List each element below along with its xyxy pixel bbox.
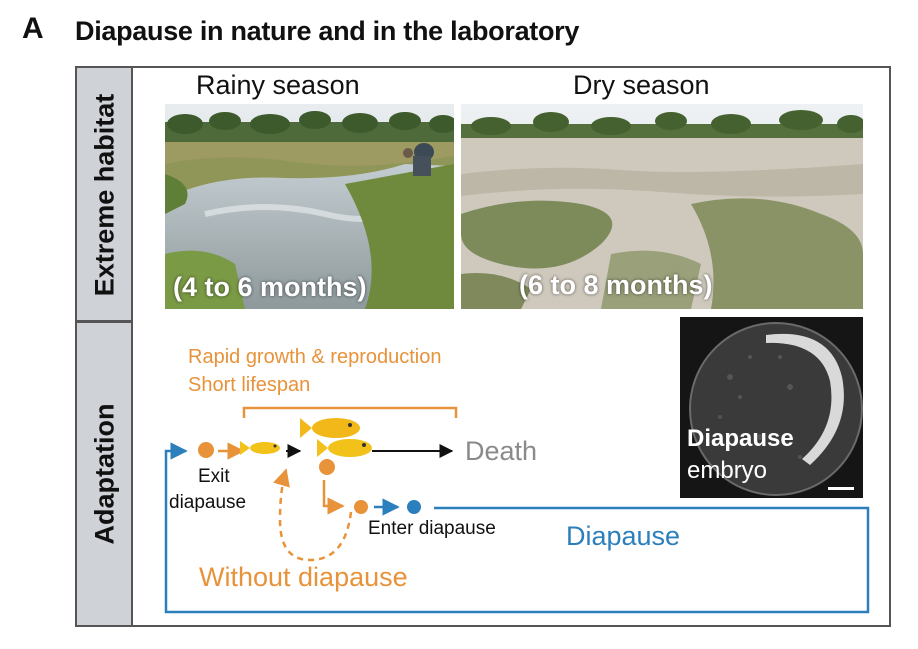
- dry-season-title: Dry season: [573, 70, 710, 100]
- rainy-season-photo: (4 to 6 months): [165, 104, 454, 309]
- figure-frame: [75, 66, 891, 627]
- growth-text-line1: Rapid growth & reproduction: [188, 346, 442, 368]
- dry-season-duration: (6 to 8 months): [519, 270, 713, 300]
- growth-bracket: [242, 406, 458, 418]
- scale-bar: [828, 487, 854, 490]
- rainy-pond-illustration: [165, 104, 454, 309]
- death-label: Death: [465, 436, 538, 466]
- sidebar-divider: [77, 320, 133, 323]
- diapause-label: Diapause: [566, 521, 681, 551]
- embryo-label-line2: embryo: [687, 457, 768, 484]
- growth-text-line2: Short lifespan: [188, 374, 311, 396]
- sidebar-edge-line: [131, 68, 133, 625]
- rainy-season-duration: (4 to 6 months): [173, 272, 367, 302]
- dry-field-illustration: [461, 104, 863, 309]
- egg-in-diapause: [407, 500, 421, 514]
- panel-title: Diapause in nature and in the laboratory: [75, 16, 580, 46]
- dry-season-photo: (6 to 8 months): [461, 104, 863, 309]
- rainy-season-title: Rainy season: [196, 70, 360, 100]
- diapause-embryo-image: Diapause embryo: [680, 317, 863, 498]
- exit-diapause-line2: diapause: [169, 492, 247, 513]
- sidebar-extreme-habitat: Extreme habitat: [77, 68, 133, 321]
- exit-diapause-line1: Exit: [198, 466, 230, 487]
- egg-entering-diapause: [354, 500, 368, 514]
- without-diapause-label: Without diapause: [199, 562, 408, 592]
- without-diapause-loop: [273, 468, 353, 562]
- person-figure: [403, 143, 434, 176]
- juvenile-fish: [240, 441, 280, 455]
- embryo-label-line1: Diapause: [687, 425, 794, 452]
- enter-diapause-label: Enter diapause: [368, 518, 496, 539]
- sidebar-adaptation: Adaptation: [77, 323, 133, 625]
- adult-fish: [300, 418, 372, 457]
- egg-laid: [319, 459, 335, 475]
- diapause-loop-line: [164, 442, 870, 614]
- arrow-to-enter-diapause: [322, 480, 345, 515]
- embryo-illustration: [689, 322, 863, 496]
- egg-exit-diapause: [198, 442, 214, 458]
- panel-letter: A: [22, 12, 44, 45]
